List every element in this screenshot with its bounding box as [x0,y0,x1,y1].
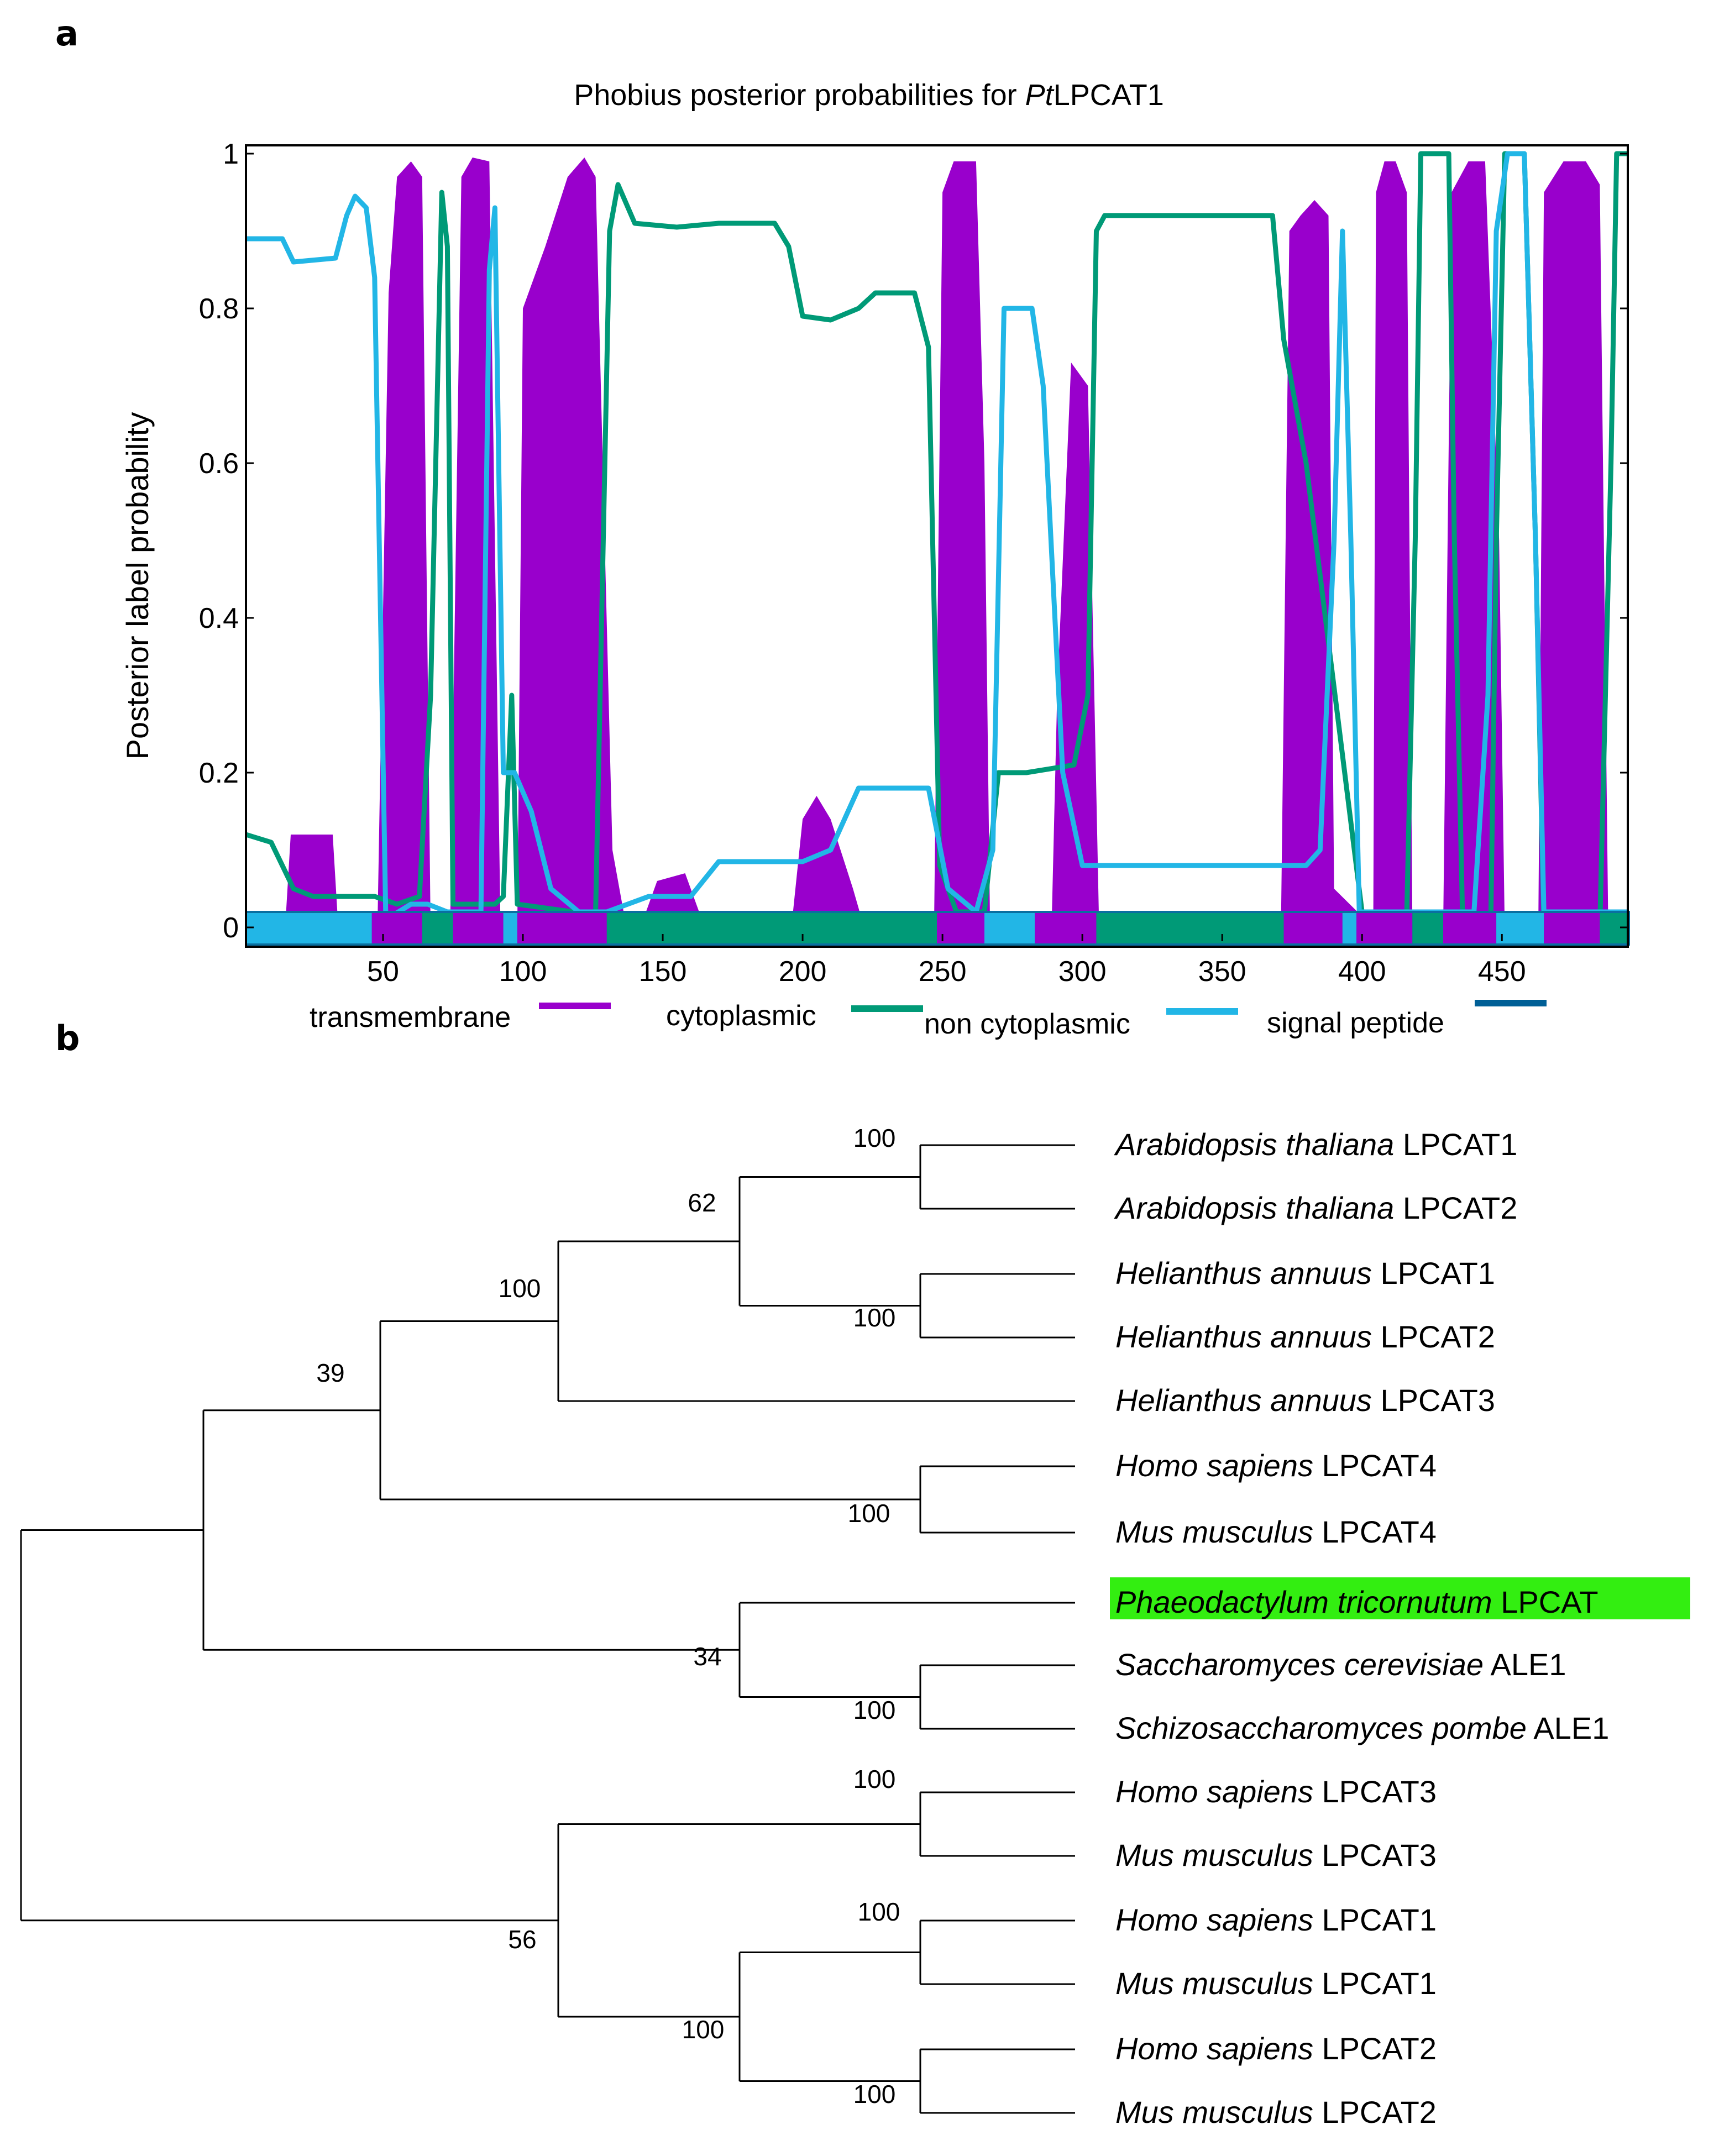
topology-segment-non-cytoplasmic [984,913,1035,943]
leaf-label: Mus musculus LPCAT2 [1115,2095,1437,2129]
x-tick-label: 250 [919,956,967,988]
x-tick-label: 450 [1478,956,1526,988]
topology-segment-transmembrane [1356,913,1413,943]
x-tick-label: 300 [1058,956,1107,988]
x-tick-label: 400 [1338,956,1386,988]
legend-item-signal-peptide: signal peptide [1267,1000,1547,1039]
plot-frame [245,144,1629,948]
topology-segment-transmembrane [517,913,607,943]
bootstrap-value: 100 [499,1274,541,1303]
x-tick-label: 100 [499,956,547,988]
leaf-label: Mus musculus LPCAT4 [1115,1514,1437,1549]
y-tick-label: 0.8 [199,293,239,325]
topology-segment-transmembrane [1035,913,1097,943]
topology-segment-transmembrane [1283,913,1343,943]
x-tick-label: 150 [639,956,687,988]
phylogenetic-tree: 39 100 62 100 100 100 34 100 56 100 100 100 100 Arabi… [20,1124,1690,2129]
legend-item-cytoplasmic: cytoplasmic [666,1000,923,1032]
legend-label-cytoplasmic: cytoplasmic [666,1000,816,1032]
bootstrap-value: 39 [316,1358,344,1387]
panel-a-label: a [55,13,78,54]
topology-segment-non-cytoplasmic [503,913,517,943]
topology-segment-transmembrane [371,913,422,943]
panel-b-label: b [55,1018,80,1058]
bootstrap-value: 100 [858,1897,900,1926]
leaf-highlight [1110,1577,1690,1619]
y-tick-label: 0.2 [199,757,239,789]
bootstrap-value: 100 [853,1765,896,1793]
probability-lines [245,151,1628,930]
y-tick-label: 1 [223,138,239,170]
x-tick-label: 350 [1198,956,1246,988]
phobius-plot: 0 0.2 0.4 0.6 0.8 1 50 100 150 200 250 300 350 400 45… [199,138,1630,988]
y-tick-label: 0.6 [199,448,239,480]
leaf-label: Homo sapiens LPCAT1 [1115,1902,1437,1937]
topology-segment-transmembrane [1544,913,1600,943]
topology-segment-cytoplasmic [606,913,937,943]
leaf-label: Arabidopsis thaliana LPCAT1 [1114,1127,1517,1162]
legend-item-transmembrane: transmembrane [310,1001,611,1034]
x-tick-label: 50 [367,956,399,988]
legend-label-signal-peptide: signal peptide [1267,1007,1444,1039]
leaf-label: Homo sapiens LPCAT2 [1115,2031,1437,2066]
leaf-label: Helianthus annuus LPCAT3 [1115,1383,1495,1418]
topology-segment-non-cytoplasmic [1342,913,1357,943]
leaf-label: Schizosaccharomyces pombe ALE1 [1115,1711,1609,1745]
x-ticks: 50 100 150 200 250 300 350 400 450 [367,934,1526,988]
leaf-label: Mus musculus LPCAT1 [1115,1966,1437,2001]
leaf-label: Saccharomyces cerevisiae ALE1 [1115,1647,1566,1682]
x-tick-label: 200 [779,956,827,988]
topology-segment-transmembrane [453,913,504,943]
leaf-label: Homo sapiens LPCAT4 [1115,1448,1437,1483]
legend-label-non-cytoplasmic: non cytoplasmic [924,1008,1130,1040]
legend: transmembrane cytoplasmic non cytoplasmi… [310,1000,1547,1040]
chart-title: Phobius posterior probabilities for PtLP… [574,78,1164,112]
series-transmembrane-area [246,158,1628,927]
y-tick-label: 0.4 [199,602,239,634]
bootstrap-value: 34 [693,1642,721,1671]
bootstrap-value: 100 [853,1696,896,1724]
leaf-label: Homo sapiens LPCAT3 [1115,1774,1437,1809]
bootstrap-value: 100 [853,2080,896,2108]
legend-item-non-cytoplasmic: non cytoplasmic [924,1008,1238,1040]
leaf-label: Phaeodactylum tricornutum LPCAT [1115,1585,1599,1619]
topology-segment-cytoplasmic [1096,913,1284,943]
leaf-label: Mus musculus LPCAT3 [1115,1838,1437,1872]
leaf-label: Helianthus annuus LPCAT2 [1115,1319,1495,1354]
topology-segment-transmembrane [1443,913,1497,943]
series-cytoplasmic-line [245,151,1628,930]
bootstrap-value: 100 [853,1124,896,1152]
y-ticks: 0 0.2 0.4 0.6 0.8 1 [199,138,1628,944]
leaf-label: Arabidopsis thaliana LPCAT2 [1114,1190,1517,1225]
bootstrap-value: 100 [682,2015,725,2044]
topology-segment-transmembrane [937,913,984,943]
leaf-label: Helianthus annuus LPCAT1 [1115,1256,1495,1291]
topology-segment-non-cytoplasmic [1496,913,1544,943]
topology-segment-cytoplasmic [422,913,453,943]
y-axis-label: Posterior label probability [120,412,155,760]
bootstrap-value: 56 [508,1925,536,1954]
y-tick-label: 0 [223,912,239,944]
bootstrap-value: 100 [853,1303,896,1332]
topology-bar [245,911,1630,946]
bootstrap-value: 100 [848,1499,890,1528]
topology-segment-cytoplasmic [1412,913,1443,943]
legend-label-transmembrane: transmembrane [310,1001,511,1034]
topology-segment-non-cytoplasmic [246,913,372,943]
transmembrane-area [246,158,1628,927]
bootstrap-value: 62 [688,1188,716,1217]
